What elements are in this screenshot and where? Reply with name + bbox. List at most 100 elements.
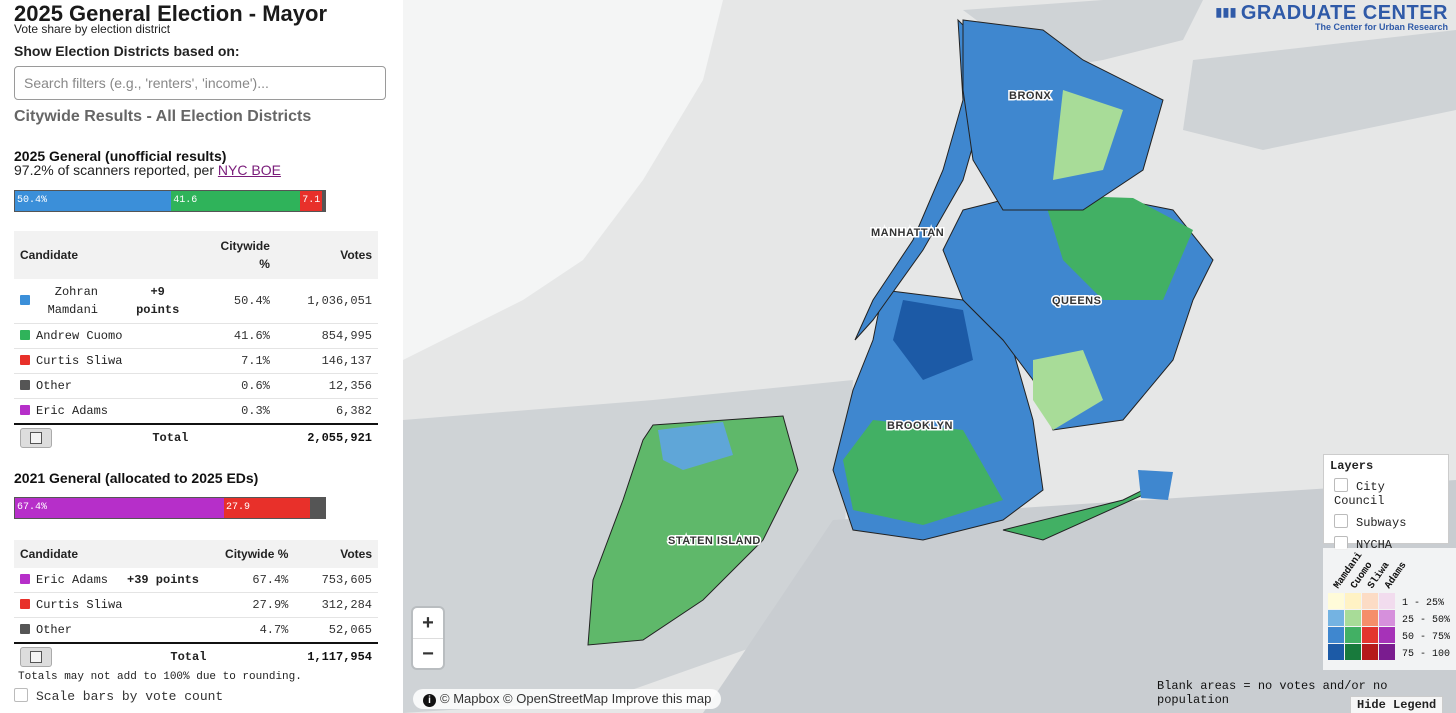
legend-swatch — [1379, 644, 1395, 660]
col-citywide-pct: Citywide% — [194, 231, 276, 279]
info-icon[interactable]: i — [423, 694, 436, 707]
layer-subways[interactable]: Subways — [1334, 514, 1442, 530]
bronx-east — [1053, 90, 1123, 180]
candidate-cell: Eric Adams — [14, 398, 195, 424]
candidate-name: Curtis Sliwa — [36, 353, 123, 368]
total-votes: 2,055,921 — [275, 422, 378, 451]
staten-island-region — [587, 415, 799, 646]
candidate-name: Eric Adams — [36, 573, 109, 587]
search-filters-input[interactable] — [14, 66, 386, 100]
total-votes: 1,117,954 — [294, 642, 378, 670]
votes-cell: 6,382 — [275, 398, 378, 424]
expand-table-button[interactable] — [20, 647, 52, 667]
table-row: Eric Adams +39 points 67.4% 753,605 — [14, 568, 378, 593]
results-2025-note: 97.2% of scanners reported, per NYC BOE — [14, 162, 281, 178]
col-candidate: Candidate — [14, 540, 213, 568]
legend-swatch — [1362, 627, 1378, 643]
table-row: Curtis Sliwa 7.1% 146,137 — [14, 348, 378, 374]
map-attribution[interactable]: i © Mapbox © OpenStreetMap Improve this m… — [413, 689, 722, 709]
pct-cell: 41.6% — [194, 323, 276, 349]
table-row: Curtis Sliwa 27.9% 312,284 — [14, 592, 378, 618]
legend-bin-label: 25 - 50% — [1402, 615, 1450, 626]
lead-line1: +9 — [150, 284, 165, 299]
nyc-boe-link[interactable]: NYC BOE — [217, 162, 281, 178]
layer-city-council[interactable]: City Council — [1334, 478, 1442, 508]
candidate-name: Other — [36, 378, 73, 393]
results-2021-title: 2021 General (allocated to 2025 EDs) — [14, 470, 259, 486]
col-pct-line1: Citywide — [220, 239, 270, 253]
candidate-swatch — [20, 624, 30, 634]
legend-bin-label: 50 - 75% — [1402, 632, 1450, 643]
share-bar-segment: 67.4% — [15, 498, 224, 518]
candidate-name: Curtis Sliwa — [36, 598, 123, 612]
layer-checkbox[interactable] — [1334, 514, 1348, 528]
rounding-note: Totals may not add to 100% due to roundi… — [18, 671, 302, 683]
cuny-icon: ▮▮▮ — [1215, 5, 1237, 19]
pct-cell: 27.9% — [212, 592, 295, 618]
water-sound-east — [1183, 30, 1456, 150]
candidate-cell: Andrew Cuomo — [14, 323, 195, 349]
expand-table-button[interactable] — [20, 427, 52, 448]
queens-south — [1033, 350, 1103, 430]
brooklyn-north-dark — [893, 300, 973, 380]
results-2025-table: Candidate Citywide% Votes Zohran Mamdani … — [14, 231, 378, 451]
share-bar-segment — [310, 498, 325, 518]
expand-cell — [14, 422, 121, 451]
pct-cell: 50.4% — [194, 279, 276, 324]
candidate-swatch — [20, 329, 30, 340]
results-2021-table: Candidate Citywide % Votes Eric Adams +3… — [14, 540, 378, 670]
pct-cell: 4.7% — [212, 617, 295, 644]
map-label-bronx: BRONX — [1009, 90, 1051, 102]
sidebar: 2025 General Election - Mayor Vote share… — [0, 0, 403, 713]
map-label-manhattan: MANHATTAN — [871, 227, 944, 239]
legend-swatch — [1328, 644, 1344, 660]
votes-cell: 753,605 — [294, 568, 378, 593]
pct-cell: 7.1% — [194, 348, 276, 374]
citywide-heading: Citywide Results - All Election District… — [14, 108, 312, 125]
legend-swatch — [1328, 593, 1344, 609]
scale-bars-checkbox[interactable] — [14, 688, 28, 702]
legend-swatch — [1379, 610, 1395, 626]
total-row: Total 2,055,921 — [14, 422, 378, 451]
col-votes: Votes — [275, 231, 378, 279]
election-map[interactable]: BRONX MANHATTAN QUEENS BROOKLYN STATEN I… — [403, 0, 1456, 713]
legend-swatch — [1362, 610, 1378, 626]
gc-logo-sub: The Center for Urban Research — [1314, 22, 1448, 32]
lead-cell: +9 points — [121, 279, 195, 324]
candidate-swatch — [20, 379, 30, 390]
total-label: Total — [121, 642, 213, 670]
pct-cell: 0.3% — [194, 398, 276, 424]
table-row: Andrew Cuomo 41.6% 854,995 — [14, 323, 378, 349]
legend-swatch — [1345, 610, 1361, 626]
gc-logo-text: GRADUATE CENTER — [1240, 2, 1448, 24]
map-canvas[interactable]: BRONX MANHATTAN QUEENS BROOKLYN STATEN I… — [403, 0, 1456, 713]
zoom-out-button[interactable]: − — [422, 643, 434, 665]
legend-swatch — [1379, 627, 1395, 643]
page-title: 2025 General Election - Mayor — [14, 1, 328, 26]
map-label-staten-island: STATEN ISLAND — [668, 535, 761, 547]
filter-heading: Show Election Districts based on: — [14, 43, 240, 59]
legend-bin-label: 1 - 25% — [1402, 598, 1444, 609]
votes-cell: 312,284 — [294, 592, 378, 618]
layer-label: Subways — [1356, 516, 1407, 530]
legend-swatch — [1362, 644, 1378, 660]
candidate-swatch — [20, 294, 30, 305]
layer-checkbox[interactable] — [1334, 478, 1348, 492]
candidate-name-2: Mamdani — [47, 302, 98, 317]
candidate-cell: Eric Adams — [14, 568, 121, 593]
table-row: Zohran Mamdani +9 points 50.4% 1,036,051 — [14, 279, 378, 324]
candidate-name: Other — [36, 623, 73, 637]
results-2025-title: 2025 General (unofficial results) — [14, 148, 227, 164]
pct-cell: 0.6% — [194, 373, 276, 399]
hide-legend-button[interactable]: Hide Legend — [1350, 696, 1444, 713]
table-row: Eric Adams 0.3% 6,382 — [14, 398, 378, 424]
candidate-name: Eric Adams — [36, 403, 109, 418]
candidate-cell: Other — [14, 617, 213, 644]
gc-logo-main: ▮▮▮ GRADUATE CENTER — [1216, 2, 1448, 25]
zoom-in-button[interactable]: + — [413, 608, 443, 639]
scale-bars-toggle[interactable]: Scale bars by vote count — [14, 688, 223, 704]
table-row: Other 0.6% 12,356 — [14, 373, 378, 399]
share-bar-segment: 50.4% — [15, 191, 172, 211]
results-2021-share-bar: 67.4% 27.9 — [14, 497, 326, 519]
